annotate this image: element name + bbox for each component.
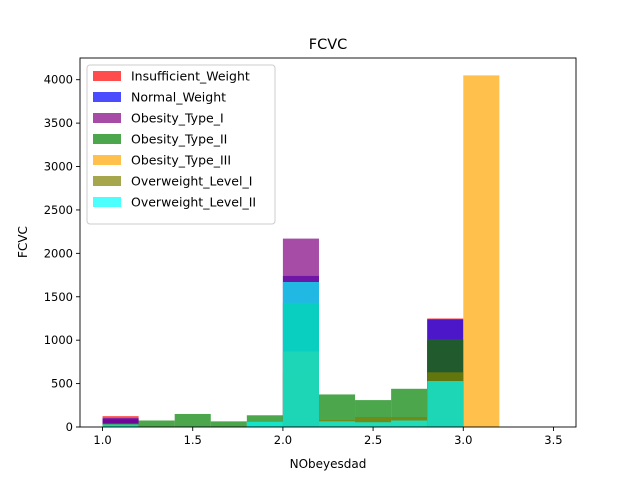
x-axis: 1.0 1.5 2.0 2.5 3.0 3.5 xyxy=(93,427,563,447)
legend-swatch xyxy=(93,176,121,186)
legend-label: Obesity_Type_I xyxy=(131,111,224,126)
legend-swatch xyxy=(93,155,121,165)
y-axis: 0 500 1000 1500 2000 2500 3000 3500 4000 xyxy=(44,73,80,434)
y-axis-label: FCVC xyxy=(16,226,30,258)
legend-swatch xyxy=(93,134,121,144)
legend: Insufficient_Weight Normal_Weight Obesity_… xyxy=(86,64,276,225)
plot-frame xyxy=(79,57,577,428)
bar-obesity-type-ii-4 xyxy=(246,415,283,427)
legend-swatch xyxy=(93,113,121,123)
legend-label: Obesity_Type_III xyxy=(131,153,231,168)
bar-obesity-type-ii-1 xyxy=(138,420,175,427)
bar-obesity-type-i-0 xyxy=(102,420,139,427)
bar-overweight-level-ii-3 xyxy=(318,421,356,427)
bar-overweight-level-ii-1 xyxy=(246,421,283,427)
y-tick-label: 3500 xyxy=(44,116,73,130)
x-axis-label: NObeyesdad xyxy=(290,457,367,471)
legend-swatch xyxy=(93,92,121,102)
legend-label: Overweight_Level_II xyxy=(131,195,256,210)
chart-title: FCVC xyxy=(309,37,348,53)
bar-overweight-level-ii-4 xyxy=(355,422,392,427)
y-tick-label: 4000 xyxy=(44,73,73,87)
y-tick-label: 2000 xyxy=(44,246,73,260)
bar-obesity-type-ii-2 xyxy=(174,413,211,427)
bar-overweight-level-ii-0 xyxy=(102,424,139,427)
x-tick-label: 3.5 xyxy=(544,433,562,447)
legend-swatch xyxy=(93,197,121,207)
y-tick-label: 1500 xyxy=(44,290,73,304)
y-tick-label: 500 xyxy=(51,377,73,391)
bar-overweight-level-ii-6 xyxy=(427,380,464,427)
legend-swatch xyxy=(93,71,121,81)
bar-obesity-type-iii-1 xyxy=(463,75,500,427)
x-tick-label: 1.5 xyxy=(184,433,202,447)
bar-overweight-level-ii-5 xyxy=(391,420,428,427)
legend-label: Normal_Weight xyxy=(131,90,226,105)
bars-layer xyxy=(102,75,500,427)
legend-label: Overweight_Level_I xyxy=(131,174,252,189)
y-tick-label: 1000 xyxy=(44,333,73,347)
legend-frame xyxy=(86,64,276,225)
x-tick-label: 1.0 xyxy=(93,433,111,447)
bar-overweight-level-ii-2 xyxy=(282,282,319,427)
bar-obesity-type-ii-3 xyxy=(210,421,247,427)
y-tick-label: 0 xyxy=(66,420,73,434)
y-tick-label: 3000 xyxy=(44,160,73,174)
y-tick-label: 2500 xyxy=(44,203,73,217)
x-tick-label: 2.0 xyxy=(274,433,292,447)
x-tick-label: 2.5 xyxy=(364,433,382,447)
legend-label: Insufficient_Weight xyxy=(131,69,250,84)
x-tick-label: 3.0 xyxy=(454,433,472,447)
bar-overweight-level-i-3 xyxy=(355,417,392,427)
legend-label: Obesity_Type_II xyxy=(131,132,227,147)
